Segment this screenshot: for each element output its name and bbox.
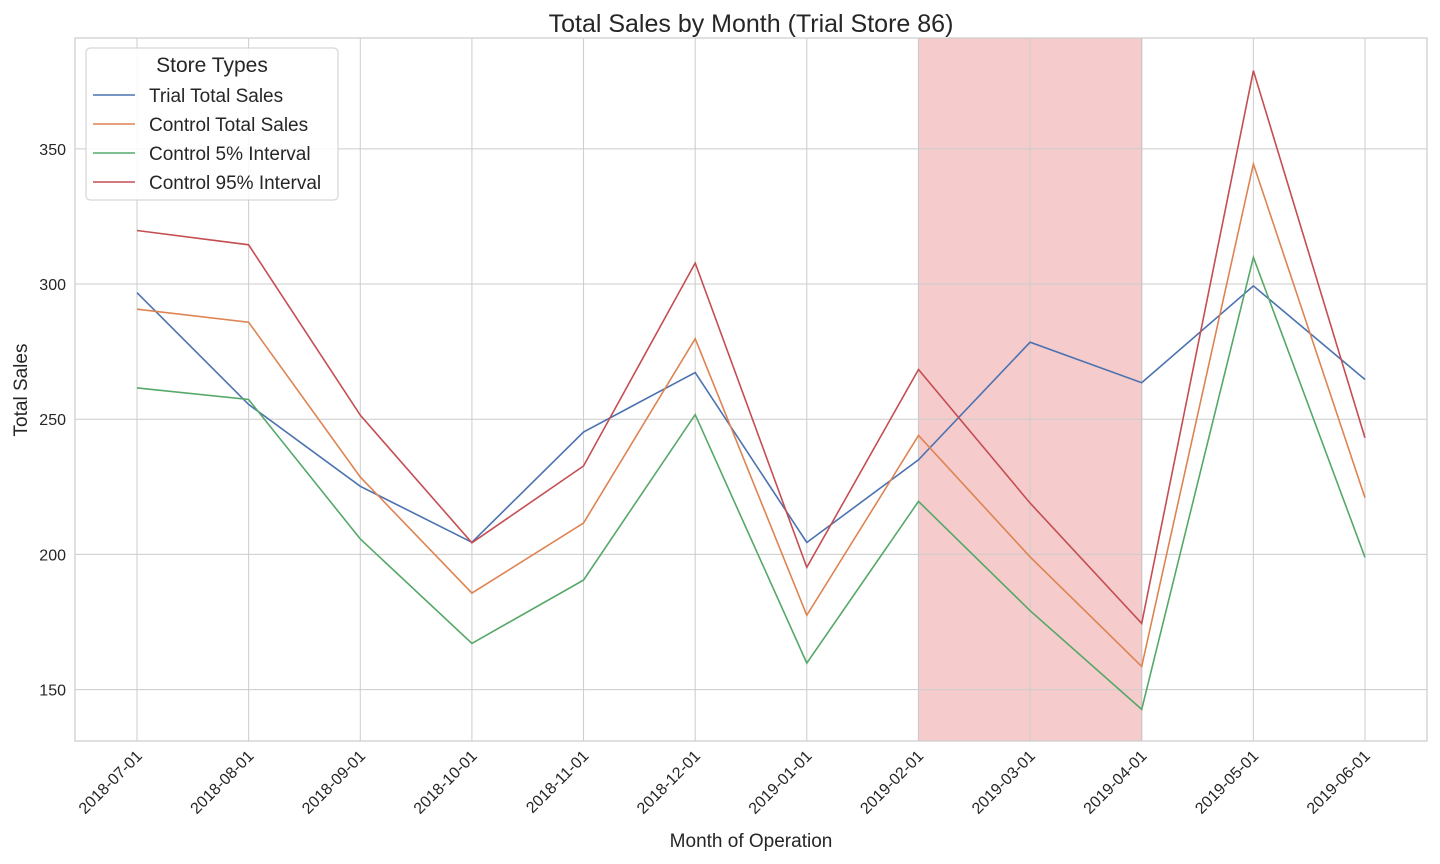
y-tick-label: 200 [39, 547, 66, 564]
legend-label: Control 5% Interval [149, 144, 311, 165]
legend-item: Trial Total Sales [93, 86, 283, 107]
x-tick-label: 2018-11-01 [523, 748, 592, 817]
series-line-control-total-sales [136, 161, 1366, 668]
grid-layer [75, 38, 1427, 741]
y-axis-label: Total Sales [11, 344, 32, 437]
x-tick-label: 2018-08-01 [188, 748, 258, 818]
x-tick-label: 2019-01-01 [746, 748, 816, 818]
x-tick-labels: 2018-07-01 2018-08-01 2018-09-01 2018-10-01… [76, 748, 1374, 818]
legend-item: Control Total Sales [93, 115, 308, 136]
y-tick-label: 150 [39, 683, 66, 700]
legend: Store Types Trial Total Sales Control Tot… [85, 47, 339, 201]
x-tick-label: 2018-12-01 [634, 748, 704, 818]
legend-label: Trial Total Sales [149, 86, 283, 107]
plot-frame [74, 37, 1428, 742]
x-tick-label: 2018-10-01 [411, 748, 481, 818]
series-layer [136, 70, 1366, 711]
legend-items: Trial Total Sales Control Total Sales Cont… [93, 86, 321, 194]
x-tick-label: 2019-05-01 [1192, 748, 1262, 818]
legend-item: Control 5% Interval [93, 144, 311, 165]
x-tick-label: 2019-06-01 [1304, 748, 1374, 818]
legend-label: Control Total Sales [149, 115, 308, 136]
series-line-control-95-interval [136, 70, 1366, 626]
x-tick-label: 2019-04-01 [1081, 748, 1151, 818]
legend-box [85, 47, 339, 201]
y-tick-labels: 150 200 250 300 350 [39, 142, 66, 700]
y-tick-label: 250 [39, 412, 66, 429]
series-line-control-5-interval [136, 254, 1366, 711]
y-tick-label: 350 [39, 142, 66, 159]
legend-item: Control 95% Interval [93, 173, 321, 194]
chart-title: Total Sales by Month (Trial Store 86) [549, 10, 954, 38]
x-tick-label: 2019-02-01 [857, 748, 927, 818]
y-tick-label: 300 [39, 277, 66, 294]
x-tick-label: 2018-09-01 [299, 748, 369, 818]
x-tick-label: 2019-03-01 [969, 748, 1039, 818]
legend-title: Store Types [156, 54, 268, 77]
x-axis-label: Month of Operation [670, 831, 833, 852]
series-line-trial-total-sales [136, 284, 1366, 544]
x-tick-label: 2018-07-01 [76, 748, 146, 818]
legend-label: Control 95% Interval [149, 173, 321, 194]
